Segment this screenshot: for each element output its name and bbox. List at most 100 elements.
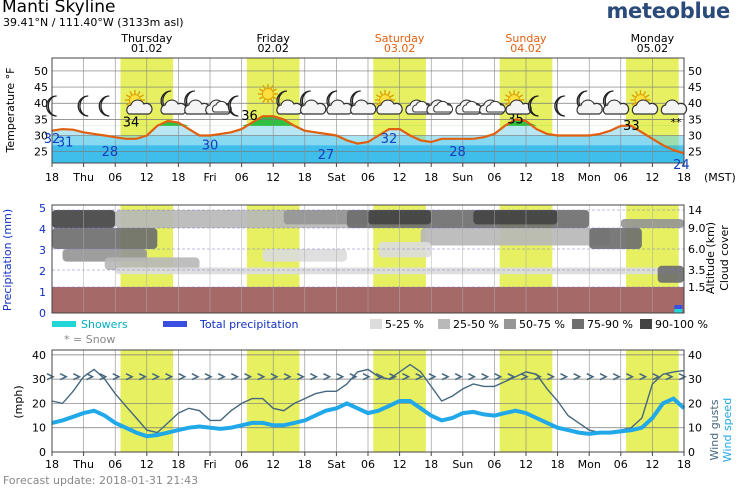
sun-ray xyxy=(129,90,133,96)
moon-shape xyxy=(554,95,565,117)
brand-logo[interactable]: meteoblue xyxy=(606,0,730,23)
cloud-cover-swatch xyxy=(572,319,584,329)
time-tick-label: 12 xyxy=(393,458,407,471)
cloud-cover-axis-label: Cloud cover xyxy=(718,225,731,291)
time-tick-label: 18 xyxy=(677,458,691,471)
time-tick-label: 12 xyxy=(519,171,533,184)
sun-ray xyxy=(631,102,636,106)
wind-direction-arrow xyxy=(546,372,556,381)
moon-icon xyxy=(227,95,239,117)
wind-direction-arrow xyxy=(151,372,161,381)
sun-ray xyxy=(505,94,510,98)
cloud-icon xyxy=(426,99,453,115)
time-tick-label: 06 xyxy=(108,171,122,184)
temp-value-label: 24 xyxy=(673,158,690,173)
altitude-tick: 14 xyxy=(688,204,702,217)
cloud-cover-cell xyxy=(378,242,432,258)
sun-disc xyxy=(261,88,274,100)
moon-cloud-icon xyxy=(576,90,603,115)
moon-cloud-icon xyxy=(300,90,327,115)
time-tick-label: 18 xyxy=(45,171,59,184)
wind-direction-arrow xyxy=(204,372,213,381)
wind-direction-arrow xyxy=(441,372,450,381)
sun-ray xyxy=(272,88,277,92)
wind-direction-arrow xyxy=(191,372,200,381)
wind-direction-arrow xyxy=(309,372,319,381)
time-tick-label: Fri xyxy=(203,458,216,471)
cloud-cover-swatch xyxy=(438,319,450,329)
sun-ray xyxy=(387,90,391,96)
moon-shape xyxy=(45,95,57,117)
wind-direction-arrow xyxy=(257,372,266,381)
sun-cloud-icon xyxy=(630,90,659,115)
altitude-tick: 1.5 xyxy=(688,281,706,294)
time-tick-label: 12 xyxy=(519,458,533,471)
time-tick-label: Thu xyxy=(72,171,94,184)
day-date: 03.02 xyxy=(384,42,416,55)
time-tick-label: 12 xyxy=(266,171,280,184)
sun-ray xyxy=(376,94,381,98)
cloud-cover-legend-label: 50-75 % xyxy=(519,318,565,331)
sun-ray xyxy=(376,102,381,106)
moon-icon xyxy=(77,95,89,117)
temp-tick-left: 30 xyxy=(34,130,48,143)
snow-flakes: ** xyxy=(670,116,682,129)
wind-tick-right: 10 xyxy=(688,422,702,435)
cloud-shape xyxy=(631,99,659,115)
moon-shape xyxy=(527,95,539,117)
sun-ray xyxy=(262,98,266,104)
wind-gusts-axis-label: Wind gusts xyxy=(708,399,721,460)
day-date: 02.02 xyxy=(257,42,289,55)
moon-icon xyxy=(45,95,57,117)
temp-value-label: 31 xyxy=(57,135,74,150)
time-tick-label: Mon xyxy=(578,171,601,184)
cloud-shape xyxy=(660,99,688,115)
sun-ray xyxy=(642,90,647,96)
precip-tick: 1 xyxy=(39,286,46,299)
cloud-icon xyxy=(205,99,232,115)
temp-tick-left: 25 xyxy=(34,146,48,159)
time-tick-label: 12 xyxy=(393,171,407,184)
wind-direction-arrow xyxy=(678,372,687,381)
wind-direction-arrow xyxy=(639,372,648,381)
cloud-cover-swatch xyxy=(640,319,652,329)
temp-value-label: 27 xyxy=(318,148,335,163)
wind-direction-arrow xyxy=(467,372,477,381)
time-tick-label: 18 xyxy=(551,458,565,471)
day-name: Sunday xyxy=(505,32,547,45)
sun-ray xyxy=(505,102,510,106)
moon-icon xyxy=(554,95,565,117)
moon-cloud-icon xyxy=(350,90,377,115)
wind-direction-arrow xyxy=(652,372,661,381)
day-name: Friday xyxy=(257,32,291,45)
altitude-tick: 3.5 xyxy=(688,264,706,277)
moon-shape xyxy=(227,95,239,117)
time-tick-label: 06 xyxy=(614,171,628,184)
temp-tick-right: 25 xyxy=(688,146,702,159)
cloud-cover-cell xyxy=(104,257,200,270)
snow-legend-label: * = Snow xyxy=(64,333,115,346)
wind-axis-label: (mph) xyxy=(12,385,25,418)
wind-direction-arrow xyxy=(573,372,582,381)
wind-tick-right: 30 xyxy=(688,373,702,386)
altitude-tick: 9.0 xyxy=(688,222,706,235)
wind-direction-arrow xyxy=(138,372,147,381)
time-unit-label: (MST) xyxy=(704,171,736,184)
moon-icon xyxy=(98,95,110,117)
temp-tick-right: 50 xyxy=(688,65,702,78)
wind-tick-left: 10 xyxy=(32,422,46,435)
time-tick-label: 06 xyxy=(361,458,375,471)
day-name: Monday xyxy=(631,32,675,45)
sun-ray xyxy=(270,84,274,90)
sun-ray xyxy=(634,90,639,96)
day-date: 05.02 xyxy=(637,42,669,55)
temp-value-label: 32 xyxy=(381,132,398,147)
sun-ray xyxy=(508,90,512,96)
wind-direction-arrow xyxy=(586,372,595,381)
wind-direction-arrow xyxy=(388,372,398,381)
time-tick-label: Mon xyxy=(578,458,601,471)
time-tick-label: Sun xyxy=(452,171,473,184)
wind-direction-arrow xyxy=(296,372,305,381)
sun-ray xyxy=(125,94,131,98)
